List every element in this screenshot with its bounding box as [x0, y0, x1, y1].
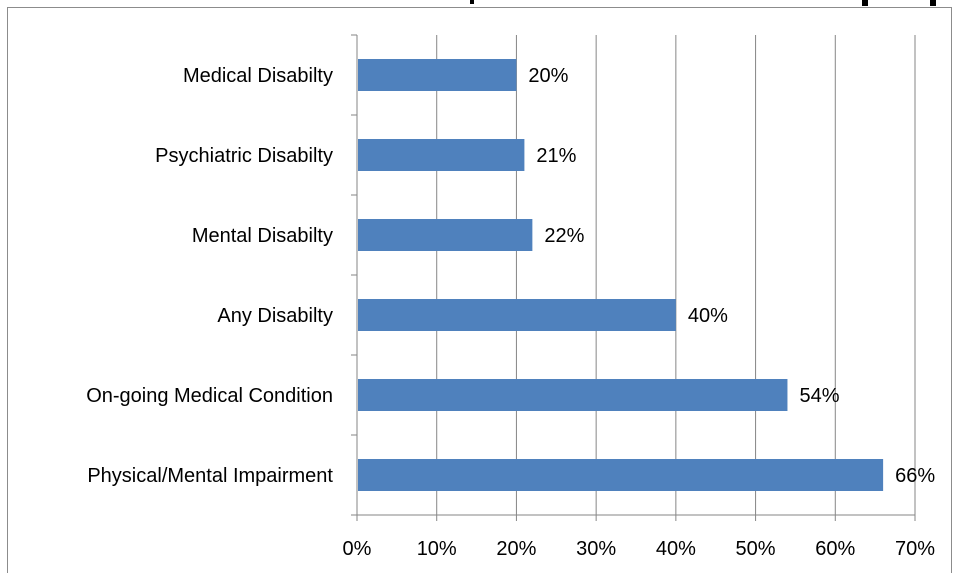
bar-1	[358, 59, 517, 91]
bar-2	[358, 139, 525, 171]
x-tick-label: 20%	[496, 538, 536, 560]
category-label: Mental Disabilty	[192, 225, 333, 247]
category-label: Any Disabilty	[217, 305, 333, 327]
labels: 0% 10% 20% 30% 40% 50% 60% 70% Medical Disabilty…	[86, 65, 935, 560]
x-tick-label: 70%	[895, 538, 935, 560]
chart-border	[7, 7, 952, 573]
data-label: 54%	[799, 385, 839, 407]
category-label: On-going Medical Condition	[86, 385, 333, 407]
data-label: 20%	[528, 65, 568, 87]
title-fragment	[470, 0, 936, 6]
category-label: Psychiatric Disabilty	[155, 145, 333, 167]
bar-3	[358, 219, 533, 251]
category-label: Medical Disabilty	[183, 65, 333, 87]
data-label: 40%	[688, 305, 728, 327]
x-tick-label: 40%	[656, 538, 696, 560]
bar-6	[358, 459, 884, 491]
x-tick-label: 10%	[417, 538, 457, 560]
gridlines	[436, 35, 916, 515]
bar-4	[358, 299, 676, 331]
x-tick-label: 0%	[343, 538, 372, 560]
data-label: 22%	[544, 225, 584, 247]
bars	[358, 59, 884, 491]
data-label: 21%	[536, 145, 576, 167]
category-label: Physical/Mental Impairment	[87, 465, 333, 487]
axes	[351, 34, 916, 521]
bar-5	[358, 379, 788, 411]
x-tick-label: 30%	[576, 538, 616, 560]
x-tick-label: 50%	[736, 538, 776, 560]
x-tick-label: 60%	[815, 538, 855, 560]
data-label: 66%	[895, 465, 935, 487]
